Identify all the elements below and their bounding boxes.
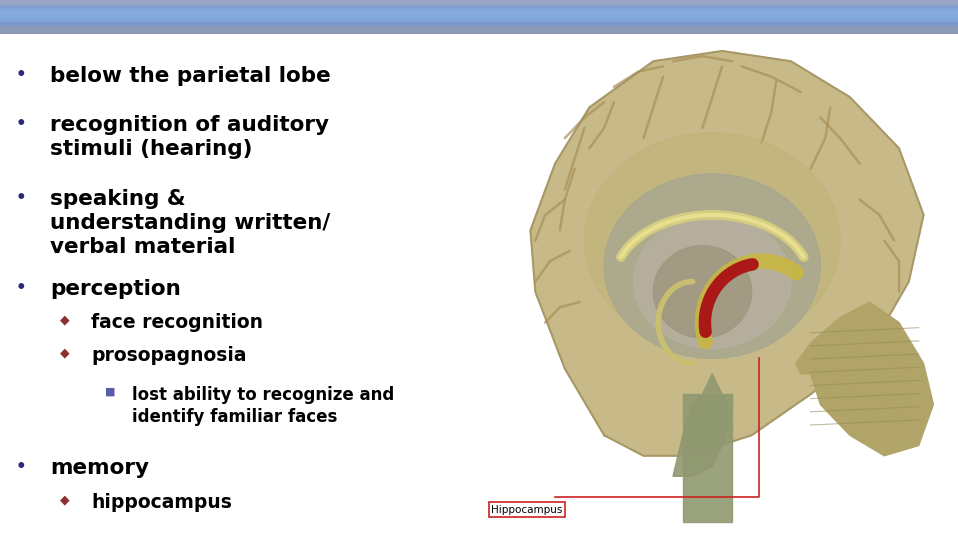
Text: ◆: ◆ [60, 346, 70, 359]
Polygon shape [673, 374, 732, 476]
Text: ■: ■ [105, 386, 115, 396]
Ellipse shape [584, 133, 840, 348]
Text: hippocampus: hippocampus [91, 493, 232, 512]
Text: prosopagnosia: prosopagnosia [91, 346, 246, 366]
Ellipse shape [633, 215, 791, 348]
Text: •: • [15, 458, 27, 476]
Text: •: • [15, 66, 27, 84]
Text: face recognition: face recognition [91, 313, 263, 333]
Text: •: • [15, 115, 27, 133]
Ellipse shape [653, 246, 752, 338]
Text: •: • [15, 189, 27, 207]
Text: below the parietal lobe: below the parietal lobe [50, 66, 331, 85]
Polygon shape [796, 302, 933, 456]
Text: memory: memory [50, 458, 148, 477]
Text: ◆: ◆ [60, 313, 70, 327]
Text: recognition of auditory
stimuli (hearing): recognition of auditory stimuli (hearing… [50, 115, 329, 159]
Text: •: • [15, 279, 27, 298]
Text: ◆: ◆ [60, 493, 70, 506]
Text: perception: perception [50, 279, 180, 299]
Polygon shape [531, 51, 924, 456]
Ellipse shape [604, 174, 820, 358]
Text: lost ability to recognize and
identify familiar faces: lost ability to recognize and identify f… [132, 386, 395, 426]
Text: Hippocampus: Hippocampus [491, 505, 562, 515]
Text: speaking &
understanding written/
verbal material: speaking & understanding written/ verbal… [50, 189, 331, 257]
